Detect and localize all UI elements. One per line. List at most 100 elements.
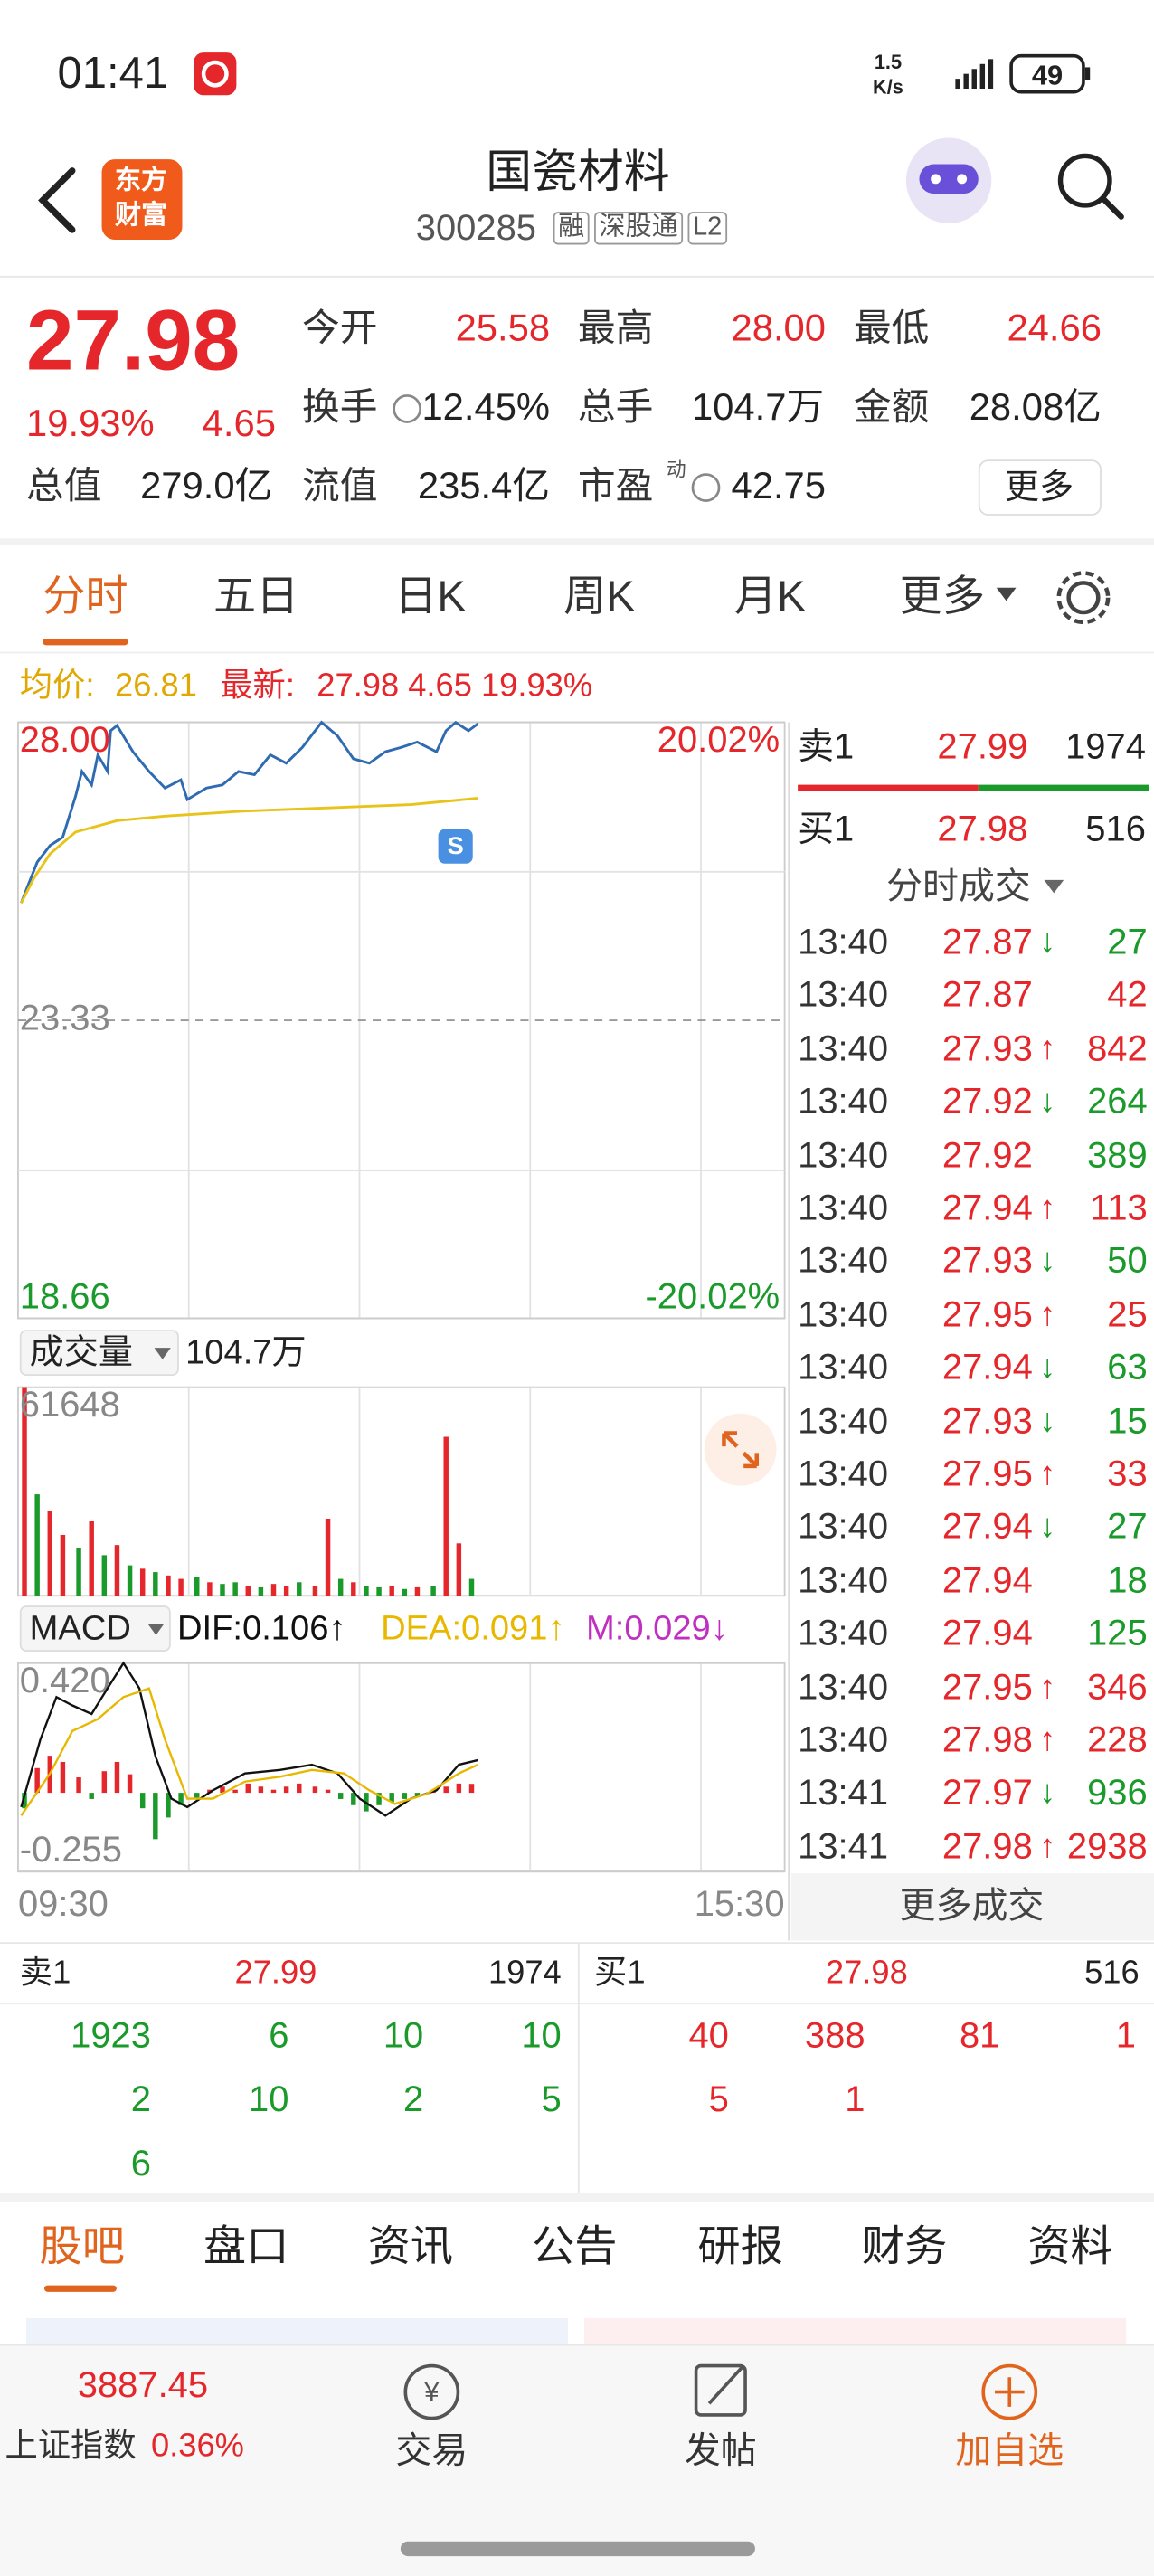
more-button[interactable] bbox=[978, 459, 1102, 516]
period-tab[interactable]: 分时 bbox=[43, 571, 128, 621]
home-indicator bbox=[400, 2541, 755, 2557]
trade-price: 27.93 bbox=[941, 1399, 1033, 1441]
trade-volume: 25 bbox=[1107, 1293, 1148, 1335]
tab-underline bbox=[44, 2285, 117, 2292]
content-tab[interactable]: 资料 bbox=[1027, 2221, 1113, 2271]
avg-value: 26.81 bbox=[115, 668, 197, 705]
tick-label: 23.33 bbox=[20, 999, 110, 1038]
field-value: 28.00 bbox=[731, 306, 826, 349]
content-tab[interactable]: 公告 bbox=[532, 2221, 618, 2271]
volume-bar bbox=[283, 1586, 289, 1596]
volume-bar bbox=[127, 1565, 133, 1596]
nav-item[interactable]: 发帖 bbox=[684, 2429, 757, 2471]
field-value: 235.4亿 bbox=[417, 463, 551, 507]
queue-order: 6 bbox=[130, 2142, 151, 2184]
field-value: 25.58 bbox=[455, 306, 551, 349]
volume-bar bbox=[351, 1582, 356, 1596]
more-button-label[interactable]: 更多 bbox=[1004, 469, 1074, 507]
divider bbox=[0, 2192, 1154, 2202]
volume-bar bbox=[364, 1586, 369, 1596]
index-value[interactable]: 3887.45 bbox=[77, 2363, 209, 2406]
search-button[interactable] bbox=[1057, 153, 1112, 208]
volume-bar bbox=[34, 1494, 40, 1596]
macd-bar bbox=[194, 1793, 200, 1799]
book-volume: 516 bbox=[1085, 808, 1146, 849]
trade-direction: ↓ bbox=[1038, 1350, 1056, 1387]
trade-price: 27.94 bbox=[941, 1506, 1033, 1548]
avg-label: 均价: bbox=[19, 668, 95, 705]
macd-bar bbox=[351, 1793, 356, 1805]
nav-item[interactable]: 加自选 bbox=[955, 2429, 1064, 2471]
divider bbox=[0, 1942, 1154, 1945]
app-icon bbox=[201, 60, 229, 88]
tick-label: 20.02% bbox=[657, 720, 780, 760]
volume-bar bbox=[60, 1534, 66, 1596]
back-button[interactable] bbox=[38, 167, 76, 233]
assistant-avatar bbox=[957, 174, 968, 185]
field-label: 市盈 bbox=[577, 463, 654, 507]
more-trades[interactable]: 更多成交 bbox=[899, 1884, 1045, 1927]
macd-bar bbox=[153, 1793, 158, 1840]
trade-price: 27.95 bbox=[941, 1293, 1033, 1335]
series-line bbox=[20, 720, 479, 904]
trade-price: 27.93 bbox=[941, 1027, 1033, 1069]
queue-order: 1 bbox=[845, 2078, 866, 2120]
volume-bar bbox=[430, 1586, 436, 1596]
event-marker[interactable] bbox=[438, 829, 473, 864]
content-tab[interactable]: 盘口 bbox=[203, 2221, 289, 2271]
content-tab[interactable]: 研报 bbox=[697, 2221, 783, 2271]
queue-order: 81 bbox=[959, 2014, 1000, 2056]
macd-bar bbox=[312, 1786, 318, 1794]
period-tab[interactable]: 周K bbox=[563, 571, 635, 621]
content-tab[interactable]: 股吧 bbox=[39, 2221, 125, 2271]
assistant-avatar bbox=[919, 164, 979, 194]
buy-bar bbox=[978, 784, 1149, 791]
logo-text: 财富 bbox=[115, 202, 168, 231]
content-tab[interactable]: 资讯 bbox=[367, 2221, 453, 2271]
period-tab[interactable]: 五日 bbox=[213, 571, 299, 621]
content-tab[interactable]: 财务 bbox=[861, 2221, 948, 2271]
trade-price: 27.98 bbox=[941, 1825, 1033, 1867]
trade-time: 13:40 bbox=[798, 1453, 889, 1494]
trade-direction: ↑ bbox=[1038, 1828, 1056, 1865]
more-trades-bg[interactable] bbox=[790, 1873, 1154, 1941]
indicator-selector[interactable]: 成交量 bbox=[29, 1333, 134, 1372]
last-price: 27.98 bbox=[26, 293, 241, 390]
book-price: 27.98 bbox=[825, 1955, 908, 1992]
period-tab[interactable]: 月K bbox=[733, 571, 806, 621]
dropdown-box[interactable] bbox=[19, 1330, 179, 1377]
indicator-selector[interactable]: MACD bbox=[29, 1609, 131, 1648]
info-icon[interactable] bbox=[691, 473, 721, 502]
trade-price: 27.94 bbox=[941, 1346, 1033, 1388]
volume-total: 104.7万 bbox=[185, 1333, 307, 1372]
queue-order: 5 bbox=[541, 2078, 562, 2120]
period-tab[interactable]: 更多 bbox=[899, 571, 986, 621]
trade-direction: ↑ bbox=[1038, 1030, 1056, 1067]
stock-tag: 深股通 bbox=[594, 212, 684, 245]
trades-title[interactable]: 分时成交 bbox=[886, 865, 1031, 906]
tick-label: 61648 bbox=[20, 1385, 120, 1425]
macd-bar bbox=[468, 1784, 475, 1794]
stock-code: 300285 bbox=[415, 206, 537, 249]
expand-button[interactable] bbox=[704, 1413, 777, 1486]
nav-item[interactable]: 交易 bbox=[395, 2429, 468, 2471]
field-label: 总手 bbox=[577, 384, 654, 428]
dropdown-box[interactable] bbox=[19, 1605, 171, 1652]
trade-time: 13:40 bbox=[798, 1558, 889, 1601]
post-icon bbox=[707, 2366, 743, 2405]
chart-frame bbox=[17, 1386, 786, 1597]
queue-order: 10 bbox=[521, 2014, 562, 2056]
queue-order: 2 bbox=[130, 2078, 151, 2120]
volume-bar bbox=[194, 1577, 200, 1596]
settings-button[interactable] bbox=[1066, 581, 1101, 615]
divider bbox=[577, 1942, 580, 2193]
legend-entry: DEA:0.091↑ bbox=[381, 1609, 565, 1648]
net-speed-unit: K/s bbox=[872, 75, 903, 99]
trade-direction: ↓ bbox=[1038, 1403, 1056, 1440]
trade-time: 13:40 bbox=[798, 1665, 889, 1707]
trade-volume: 228 bbox=[1087, 1719, 1148, 1760]
info-icon[interactable] bbox=[393, 394, 422, 423]
book-price: 27.98 bbox=[937, 808, 1028, 849]
period-tab[interactable]: 日K bbox=[394, 571, 466, 621]
